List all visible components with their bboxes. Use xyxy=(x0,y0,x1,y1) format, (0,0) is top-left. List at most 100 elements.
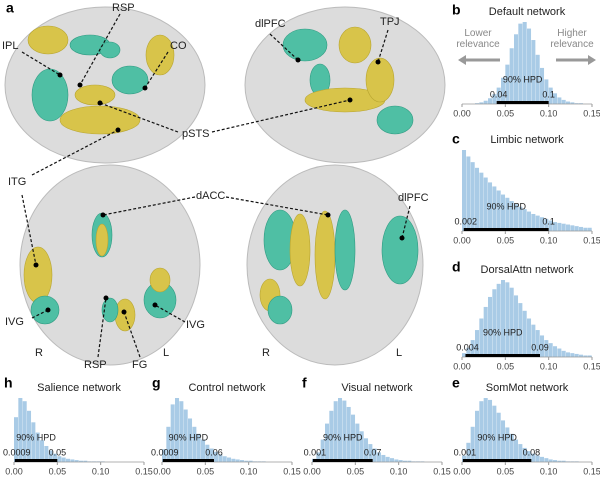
bar xyxy=(240,460,245,462)
bar xyxy=(390,458,395,462)
bar xyxy=(483,398,488,462)
bar xyxy=(566,101,571,104)
bar xyxy=(48,450,53,462)
bar xyxy=(333,401,338,462)
bar xyxy=(570,225,575,231)
bar xyxy=(557,348,562,357)
hpd-lower: 0.002 xyxy=(454,216,477,226)
bar xyxy=(548,343,553,357)
bar xyxy=(492,289,497,357)
panel-label: c xyxy=(452,131,460,147)
brain-label: RSP xyxy=(84,359,107,371)
bar xyxy=(583,227,588,231)
bar xyxy=(66,458,71,462)
hpd-upper: 0.09 xyxy=(531,342,549,352)
bar xyxy=(40,440,45,462)
bar xyxy=(57,456,62,462)
panel-label: b xyxy=(452,2,461,18)
panel-label: f xyxy=(302,375,307,391)
brain-label: CO xyxy=(170,40,187,52)
bar xyxy=(192,426,197,462)
orientation-label: L xyxy=(396,347,402,359)
bar xyxy=(188,418,193,462)
bar xyxy=(483,100,488,104)
bar xyxy=(540,335,545,357)
hpd-lower: 0.04 xyxy=(490,89,508,99)
bar xyxy=(579,226,584,231)
bar xyxy=(227,457,232,462)
bar xyxy=(342,400,347,462)
bar xyxy=(553,222,558,231)
bar xyxy=(338,398,343,462)
chart-title: DorsalAttn network xyxy=(481,264,574,276)
bar xyxy=(557,460,562,462)
x-tick-label: 0.10 xyxy=(390,466,408,476)
hpd-label: 90% HPD xyxy=(16,432,56,442)
bar xyxy=(570,102,575,104)
bar xyxy=(462,455,467,462)
bar xyxy=(22,401,27,462)
bar xyxy=(579,103,584,104)
x-tick-label: 0.05 xyxy=(49,466,67,476)
bar xyxy=(557,222,562,231)
bar xyxy=(548,220,553,231)
panel-label: h xyxy=(4,375,13,391)
x-tick-label: 0.15 xyxy=(583,108,600,118)
bar xyxy=(466,156,471,231)
bar xyxy=(522,209,527,231)
bar xyxy=(83,460,88,462)
x-tick-label: 0.05 xyxy=(497,361,515,371)
orientation-label: L xyxy=(163,347,169,359)
hpd-label: 90% HPD xyxy=(323,432,363,442)
brain-label: dlPFC xyxy=(255,18,286,30)
hpd-label: 90% HPD xyxy=(486,201,526,211)
hpd-upper: 0.1 xyxy=(542,89,555,99)
bar xyxy=(579,354,584,357)
bar xyxy=(557,97,562,104)
hpd-label: 90% HPD xyxy=(483,327,523,337)
bar xyxy=(527,318,532,357)
bar xyxy=(561,350,566,357)
bar xyxy=(566,224,571,231)
bar xyxy=(466,347,471,357)
bar xyxy=(496,412,501,462)
bar xyxy=(514,295,519,357)
bar xyxy=(509,287,514,357)
bar xyxy=(488,296,493,357)
bar xyxy=(540,217,545,231)
bar xyxy=(522,310,527,357)
bar xyxy=(531,324,536,357)
bar xyxy=(14,417,19,462)
bar xyxy=(231,458,236,462)
bar xyxy=(214,451,219,462)
bar xyxy=(496,190,501,231)
hpd-label: 90% HPD xyxy=(503,74,543,84)
bar xyxy=(540,67,545,104)
bar xyxy=(488,399,493,462)
bar xyxy=(170,404,175,462)
x-tick-label: 0.15 xyxy=(135,466,153,476)
bar xyxy=(566,352,571,357)
bar xyxy=(509,201,514,231)
bar xyxy=(475,410,480,462)
orientation-label: R xyxy=(35,347,43,359)
bar xyxy=(540,456,545,462)
bar xyxy=(570,353,575,357)
bar xyxy=(398,460,403,462)
bar xyxy=(587,227,592,231)
bar xyxy=(316,452,321,462)
bar xyxy=(44,446,49,462)
bar xyxy=(492,186,497,231)
x-tick-label: 0.00 xyxy=(453,235,471,245)
x-tick-label: 0.00 xyxy=(153,466,171,476)
bar xyxy=(351,414,356,462)
brain-label: FG xyxy=(132,359,147,371)
bar xyxy=(535,330,540,357)
bar xyxy=(548,459,553,462)
bar xyxy=(466,442,471,462)
bar xyxy=(209,448,214,462)
bar xyxy=(479,401,484,462)
arrow-head xyxy=(458,55,466,65)
bar xyxy=(479,102,484,104)
